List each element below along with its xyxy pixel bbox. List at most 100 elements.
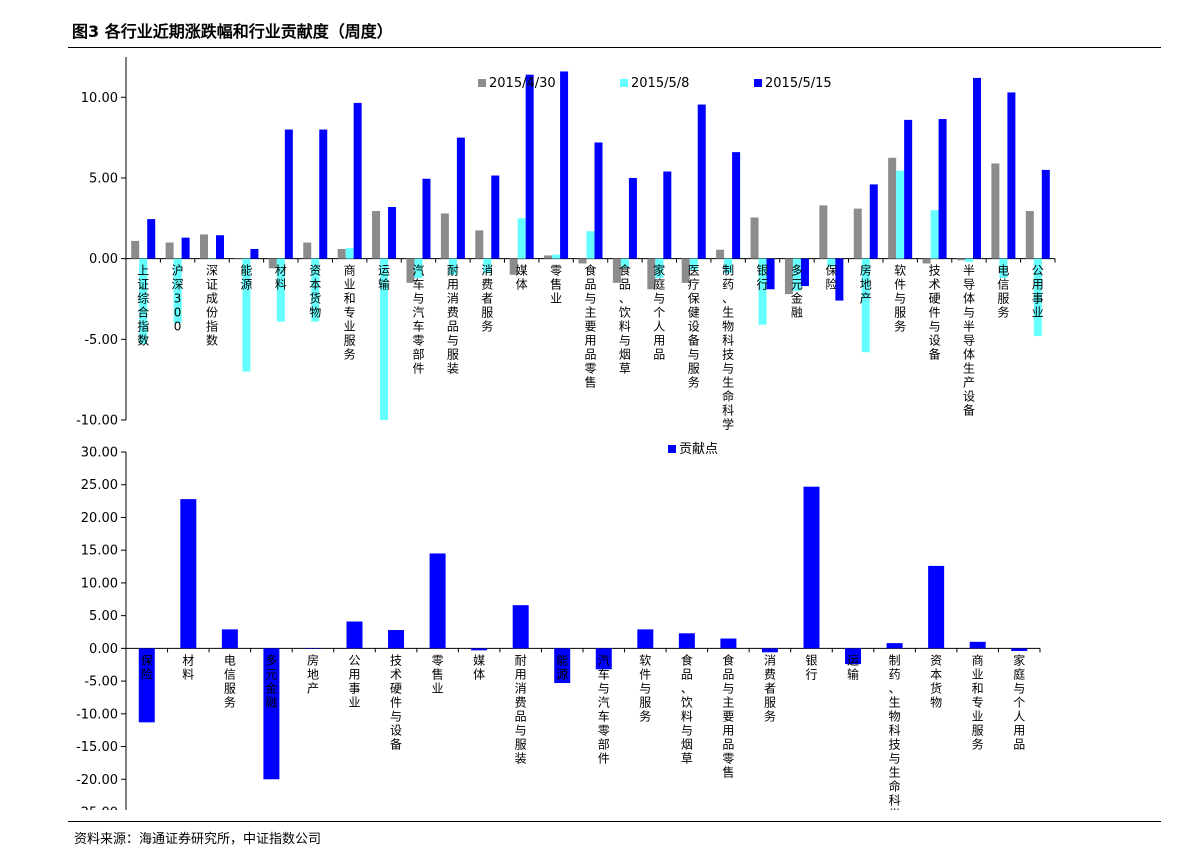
category-label: 技术硬件与设备 [390,653,402,751]
bar [969,641,986,649]
bar [346,621,363,649]
category-label: 医疗保健设备与服务 [688,264,700,390]
bar [732,152,741,259]
category-label: 半导体与半导体生产设备 [963,264,975,418]
bar [819,205,828,259]
bar [380,258,389,420]
y-tick-label: 5.00 [89,171,118,186]
category-label: 能源 [556,653,568,681]
category-label: 运输 [378,264,390,292]
y-tick-label: -25.00 [76,806,118,811]
y-tick-label: 25.00 [81,478,118,493]
bar [999,258,1008,278]
category-label: 家庭与个人用品 [653,263,665,362]
category-label: 能源 [240,264,252,292]
bar [448,258,457,275]
bar [131,240,140,259]
bar [655,258,664,278]
bar [456,137,465,259]
bar [896,170,905,259]
bar [1011,648,1028,651]
source-note: 资料来源：海通证券研究所，中证指数公司 [74,832,322,847]
bar [827,258,836,267]
bar [388,207,397,259]
bar [284,129,293,259]
bar [276,258,285,322]
legend-swatch [478,79,486,87]
category-label: 家庭与个人用品 [1013,652,1025,751]
legend-label: 2015/4/30 [489,76,556,91]
legend-label: 2015/5/15 [765,76,832,91]
category-label: 房地产 [307,652,319,695]
bar [208,258,217,260]
bar [716,249,725,259]
category-label: 银行 [805,653,817,681]
bar [853,208,862,259]
bar [835,258,844,301]
bar [800,258,809,287]
bar [319,129,328,259]
bar [689,258,698,270]
bar [250,248,259,259]
bar [422,178,431,259]
category-label: 制药、生物科技与生命科学 [722,264,734,432]
bar [216,235,225,259]
bar [803,486,820,649]
y-tick-label: 30.00 [81,446,118,461]
bar [991,163,1000,259]
bar [345,248,354,259]
bar [406,258,415,283]
category-label: 深证成份指数 [206,264,218,348]
figure-title: 图3 各行业近期涨跌幅和行业贡献度（周度） [72,22,393,41]
category-label: 银行 [757,264,769,292]
category-label: 运输 [847,653,859,681]
bar [388,630,405,649]
bar [938,119,947,259]
bar [594,142,603,259]
category-label: 资本货物 [930,653,942,709]
bar [678,633,695,649]
legend-label: 2015/5/8 [631,76,689,91]
category-label: 多元金融 [791,264,803,320]
bar [138,648,155,723]
bar [303,242,312,259]
legend-swatch [668,445,676,453]
category-label: 资本货物 [309,264,321,320]
bar [869,184,878,259]
bar [964,258,973,262]
category-label: 媒体 [473,653,485,681]
bar [586,231,595,259]
bar [181,237,190,259]
top-rule [68,47,1161,48]
bar [509,258,518,275]
bar [173,258,182,324]
bar [353,102,362,259]
category-label: 电信服务 [224,653,236,709]
bar [637,629,654,649]
category-label: 零售业 [432,653,444,695]
y-tick-label: 0.00 [89,252,118,267]
bar [724,258,733,274]
category-label: 上证综合指数 [137,264,149,348]
bar [483,258,492,274]
y-tick-label: -15.00 [76,740,118,755]
bar [180,499,197,649]
bar [221,629,238,649]
bar [888,157,897,259]
bar [628,177,637,259]
bar [263,648,280,780]
bar [234,258,243,260]
bar [304,648,321,649]
bar [647,258,656,290]
category-label: 食品与主要用品零售 [722,652,734,779]
chart-industry-returns: 10.00 5.00 0.00 -5.00 -10.00 上证综合指数 沪深 3 0 0 深证成份指… [76,57,1056,432]
category-label: 汽车与汽车零部件 [598,652,610,765]
bar [440,213,449,259]
y-tick-label: -5.00 [84,675,118,690]
category-label: 电信服务 [997,264,1009,320]
bar [612,258,621,283]
category-label: 商业和专业服务 [972,652,984,751]
bar [165,242,174,259]
bar [578,258,587,264]
category-label: 技术硬件与设备 [929,264,941,362]
